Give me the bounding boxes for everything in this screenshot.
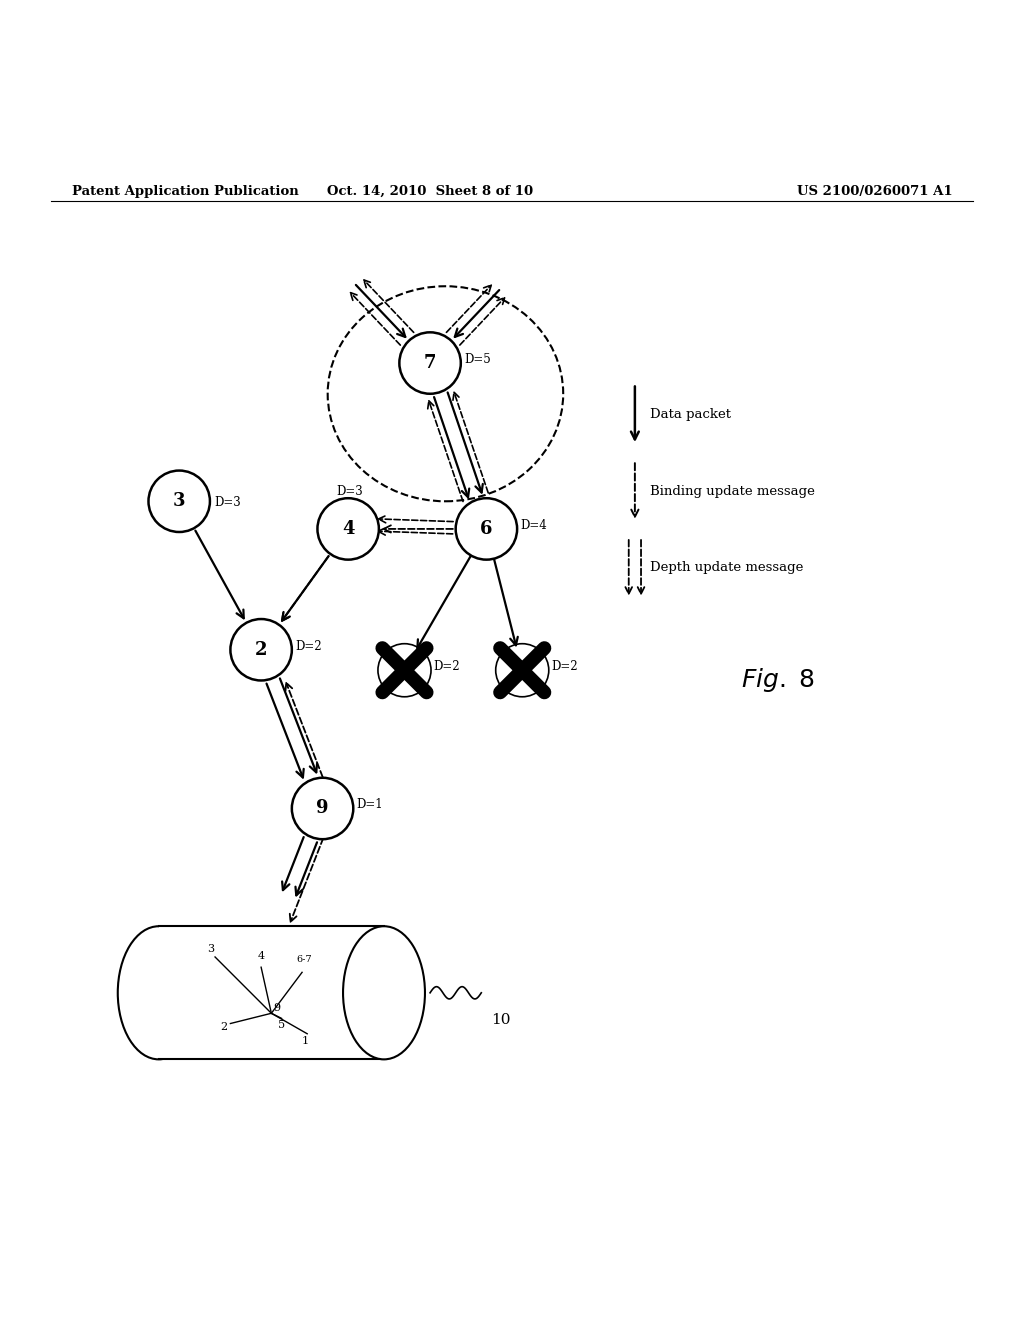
Text: 4: 4 (258, 950, 265, 961)
Text: D=2: D=2 (295, 640, 322, 653)
Text: 3: 3 (207, 944, 214, 954)
Circle shape (496, 644, 549, 697)
Text: Oct. 14, 2010  Sheet 8 of 10: Oct. 14, 2010 Sheet 8 of 10 (327, 185, 534, 198)
Text: 9: 9 (316, 800, 329, 817)
Text: Depth update message: Depth update message (650, 561, 804, 574)
Text: 9: 9 (273, 1003, 281, 1014)
Text: 4: 4 (342, 520, 354, 539)
Text: 2: 2 (255, 640, 267, 659)
Circle shape (148, 470, 210, 532)
Text: Binding update message: Binding update message (650, 484, 815, 498)
Text: D=3: D=3 (214, 496, 241, 510)
Text: $\it{Fig.}$ $\it{8}$: $\it{Fig.}$ $\it{8}$ (741, 667, 815, 694)
Text: D=1: D=1 (356, 799, 383, 812)
Text: 3: 3 (173, 492, 185, 511)
Circle shape (399, 333, 461, 393)
Text: D=5: D=5 (464, 352, 490, 366)
Text: D=2: D=2 (433, 660, 460, 673)
Circle shape (317, 498, 379, 560)
Text: 10: 10 (492, 1012, 511, 1027)
Text: 6: 6 (480, 520, 493, 539)
Text: 5: 5 (278, 1019, 285, 1030)
Text: D=3: D=3 (336, 486, 362, 498)
Circle shape (292, 777, 353, 840)
Text: 2: 2 (220, 1022, 227, 1032)
Ellipse shape (343, 927, 425, 1060)
Ellipse shape (118, 927, 200, 1060)
Circle shape (456, 498, 517, 560)
Text: US 2100/0260071 A1: US 2100/0260071 A1 (797, 185, 952, 198)
Circle shape (378, 644, 431, 697)
Text: 7: 7 (424, 354, 436, 372)
Text: 6-7: 6-7 (296, 956, 311, 964)
Text: Patent Application Publication: Patent Application Publication (72, 185, 298, 198)
Bar (159, 927, 384, 1060)
Text: Data packet: Data packet (650, 408, 731, 421)
Circle shape (230, 619, 292, 681)
Text: D=2: D=2 (551, 660, 578, 673)
Text: D=4: D=4 (520, 519, 547, 532)
Text: 1: 1 (302, 1036, 309, 1045)
